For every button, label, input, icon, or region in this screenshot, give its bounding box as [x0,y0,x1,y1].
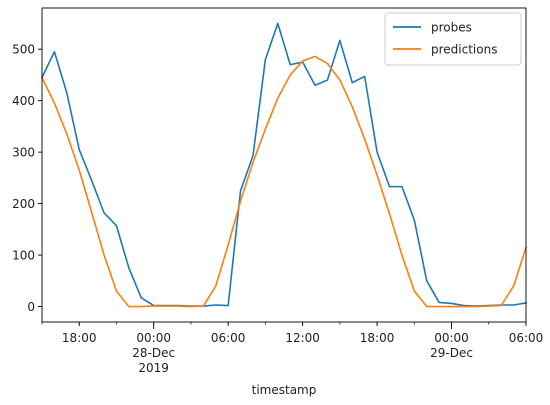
x-major-tick-label: 29-Dec [430,346,473,360]
x-tick-label: 18:00 [62,331,97,345]
x-tick-label: 06:00 [509,331,544,345]
y-tick-label: 0 [27,300,35,314]
series-line-predictions [40,55,528,308]
x-major-tick-label: 2019 [138,361,169,375]
plot-area [40,22,528,308]
x-tick-label: 12:00 [285,331,320,345]
y-tick-label: 100 [12,249,35,263]
legend-box [384,12,522,66]
y-tick-label: 500 [12,43,35,57]
x-major-tick-label: 00:00 [434,331,469,345]
x-major-tick-label: 00:00 [136,331,171,345]
x-tick-label: 18:00 [360,331,395,345]
x-tick-label: 06:00 [211,331,246,345]
legend-label-predictions: predictions [431,43,497,57]
axes: 0 100 200 300 400 500 18:00 06:00 12:00 18:00 06:0… [12,7,544,375]
axes-frame [41,7,527,323]
series-line-probes [40,22,527,307]
y-tick-label: 200 [12,197,35,211]
x-axis-label: timestamp [252,383,317,397]
legend-label-probes: probes [431,21,472,35]
legend: probes predictions [384,12,522,66]
x-major-tick-label: 28-Dec [132,346,175,360]
y-tick-label: 400 [12,94,35,108]
y-tick-label: 300 [12,146,35,160]
